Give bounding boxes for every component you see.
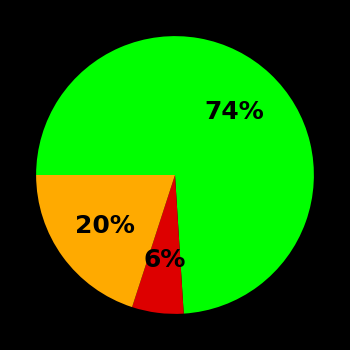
Text: 74%: 74% xyxy=(204,100,264,124)
Wedge shape xyxy=(132,175,184,314)
Wedge shape xyxy=(36,175,175,307)
Text: 20%: 20% xyxy=(75,214,135,238)
Text: 6%: 6% xyxy=(143,248,186,272)
Wedge shape xyxy=(36,36,314,314)
